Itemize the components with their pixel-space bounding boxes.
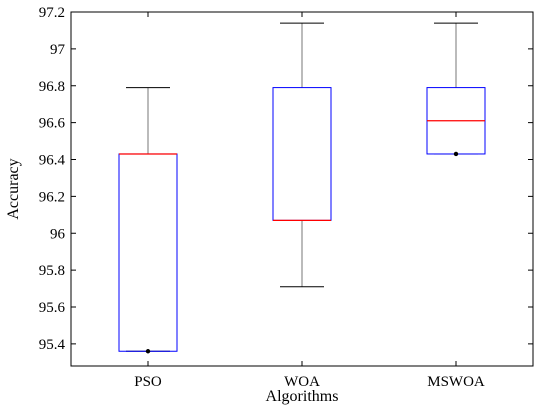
box-woa [272,22,332,288]
box-mswoa [426,22,486,157]
outlier-point [145,349,151,354]
x-tick-label: WOA [284,374,320,390]
outlier-point [453,151,459,157]
boxes [118,22,486,354]
x-axis: PSO WOA MSWOA [134,12,485,390]
x-tick-label: PSO [134,374,162,390]
x-axis-label: Algorithms [266,388,339,405]
x-tick-label: MSWOA [427,374,485,390]
y-tick-label: 97.2 [39,5,65,21]
y-axis: 95.4 95.6 95.8 96 96.2 96.4 96.6 96.8 97 97.2 [39,5,533,353]
y-tick-label: 95.6 [39,300,66,316]
y-tick-label: 96.2 [39,189,65,205]
y-tick-label: 96 [50,226,66,242]
y-axis-label: Accuracy [5,158,22,219]
y-tick-label: 95.8 [39,263,65,279]
y-tick-label: 96.6 [39,116,66,132]
y-tick-label: 95.4 [39,337,66,353]
y-tick-label: 96.4 [39,153,66,169]
box-pso [118,87,178,354]
y-tick-label: 96.8 [39,79,65,95]
y-tick-label: 97 [50,42,66,58]
